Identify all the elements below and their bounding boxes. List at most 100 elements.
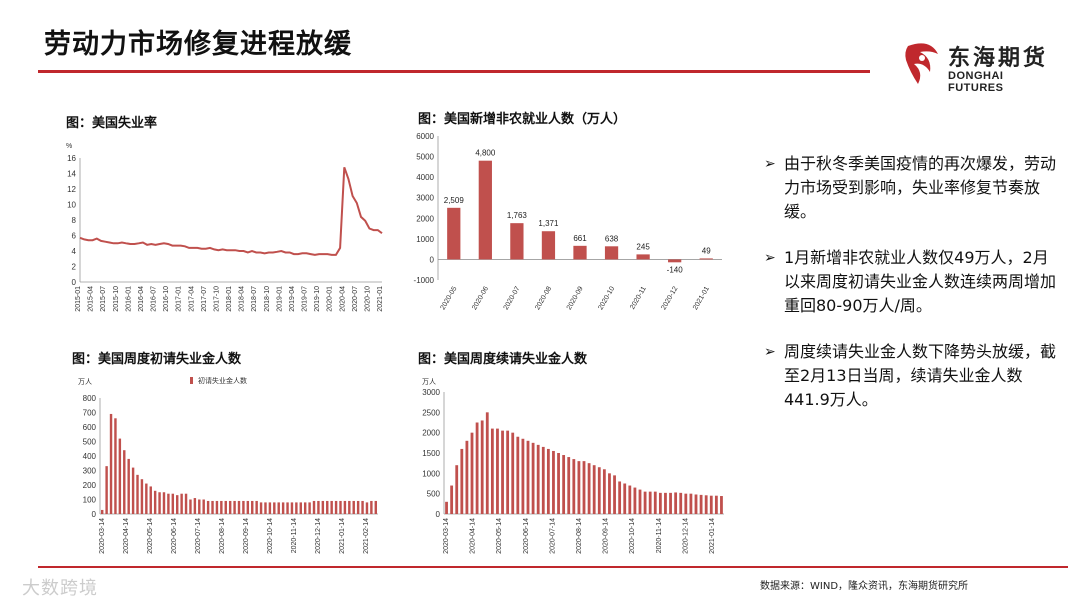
claims-bar xyxy=(450,485,454,514)
y-tick-label: 3000 xyxy=(422,388,440,397)
x-tick-label: 2020-09-14 xyxy=(243,518,250,554)
claims-bar xyxy=(184,493,188,514)
claims-bar xyxy=(361,500,364,514)
claims-bar xyxy=(628,485,632,514)
claims-bar xyxy=(592,465,596,514)
claims-bar xyxy=(633,487,637,514)
y-tick-label: 16 xyxy=(67,154,76,163)
claims-bar xyxy=(720,496,723,514)
claims-bar xyxy=(321,500,325,514)
claims-bar xyxy=(546,448,550,514)
claims-bar xyxy=(370,500,373,514)
data-label: -140 xyxy=(667,265,684,274)
y-tick-label: 1000 xyxy=(422,469,440,478)
claims-bar xyxy=(348,500,351,514)
claims-bar xyxy=(352,500,355,514)
y-tick-label: 500 xyxy=(427,490,441,499)
x-tick-label: 2019-04 xyxy=(289,286,296,312)
nonfarm-bar xyxy=(604,246,619,260)
title-rule xyxy=(38,70,870,73)
y-unit-label: 万人 xyxy=(78,378,92,386)
arrow-bullet-icon: ➢ xyxy=(764,156,776,172)
claims-bar xyxy=(189,499,192,514)
claims-bar xyxy=(299,502,302,514)
y-tick-label: 6 xyxy=(72,232,77,241)
continuing-claims-chart: 万人 0 500 1000 1500 2000 2500 3000 2020-03-14 2020… xyxy=(422,378,724,554)
x-tick-label: 2020-11-14 xyxy=(656,518,663,553)
claims-bar xyxy=(684,493,688,514)
claims-bar xyxy=(704,495,708,514)
claims-bar xyxy=(286,502,289,514)
x-tick-label: 2018-04 xyxy=(239,286,246,312)
claims-bar xyxy=(140,479,144,514)
nonfarm-bar xyxy=(447,207,461,260)
y-tick-label: -1000 xyxy=(414,276,435,285)
y-tick-label: 8 xyxy=(72,216,77,225)
claims-bar xyxy=(597,467,601,514)
x-tick-label: 2020-09 xyxy=(566,285,585,311)
claims-bar xyxy=(582,461,586,514)
claims-bar xyxy=(679,492,683,514)
y-tick-label: 1000 xyxy=(416,235,434,244)
bullet-list: ➢ 由于秋冬季美国疫情的再次爆发，劳动力市场受到影响，失业率修复节奏放缓。 ➢ 1月… xyxy=(764,152,1064,434)
claims-bar xyxy=(123,450,126,514)
claims-bar xyxy=(206,500,210,514)
x-tick-label: 2020-09-14 xyxy=(603,518,610,554)
claims-bar xyxy=(176,495,179,514)
claims-bar xyxy=(224,500,227,514)
x-tick-label: 2021-02-14 xyxy=(363,518,370,554)
claims-bar xyxy=(365,502,369,514)
claims-bar xyxy=(613,475,616,514)
y-tick-label: 500 xyxy=(83,438,97,447)
claims-bar xyxy=(228,500,232,514)
claims-bar xyxy=(643,491,647,514)
claims-bar xyxy=(109,413,113,514)
claims-bar xyxy=(211,500,214,514)
nonfarm-bar xyxy=(541,231,556,260)
claims-bar xyxy=(277,502,280,514)
y-tick-label: 0 xyxy=(430,255,435,264)
claims-bar xyxy=(114,418,117,514)
claims-bar xyxy=(343,500,347,514)
claims-bar xyxy=(317,500,320,514)
chart-title-nonfarm: 图：美国新增非农就业人数（万人） xyxy=(418,112,627,127)
data-source: 数据来源：WIND，隆众资讯，东海期货研究所 xyxy=(760,581,969,592)
footer-rule xyxy=(38,566,1068,568)
logo-emblem-icon xyxy=(905,43,938,84)
claims-bar xyxy=(308,502,311,514)
y-tick-label: 4000 xyxy=(416,173,434,182)
claims-bar xyxy=(638,489,642,514)
claims-bar xyxy=(506,430,510,514)
bullet-item: ➢ 1月新增非农就业人数仅49万人，2月以来周度初请失业金人数连续两周增加重回80… xyxy=(764,246,1064,318)
x-tick-label: 2017-04 xyxy=(188,286,195,312)
claims-bar xyxy=(516,436,520,514)
claims-bar xyxy=(312,500,316,514)
nonfarm-bar xyxy=(510,223,524,260)
data-label: 1,763 xyxy=(507,211,528,220)
claims-bar xyxy=(136,474,139,514)
x-tick-label: 2020-11-14 xyxy=(291,518,298,553)
x-tick-label: 2019-07 xyxy=(302,286,309,312)
logo-en-text: DONGHAI FUTURES xyxy=(948,70,1004,94)
unemployment-chart: % 0 2 4 6 8 10 12 14 16 2015-01 2015-04 2015-07 2015-… xyxy=(66,143,384,312)
bullet-text: 由于秋冬季美国疫情的再次爆发，劳动力市场受到影响，失业率修复节奏放缓。 xyxy=(784,154,1057,221)
claims-bar xyxy=(694,494,698,514)
bullet-item: ➢ 由于秋冬季美国疫情的再次爆发，劳动力市场受到影响，失业率修复节奏放缓。 xyxy=(764,152,1064,224)
claims-bar xyxy=(220,500,223,514)
x-tick-label: 2020-04 xyxy=(339,286,346,312)
claims-bar xyxy=(334,500,338,514)
claims-bar xyxy=(445,501,448,514)
claims-bar xyxy=(572,459,576,514)
claims-bar xyxy=(251,500,254,514)
y-tick-label: 0 xyxy=(436,510,441,519)
y-tick-label: 2000 xyxy=(416,214,434,223)
data-label: 245 xyxy=(636,242,650,251)
x-tick-label: 2017-07 xyxy=(201,286,208,312)
x-tick-label: 2018-01 xyxy=(226,286,233,312)
x-tick-label: 2020-01 xyxy=(327,286,334,312)
y-tick-label: 6000 xyxy=(416,132,434,141)
x-tick-label: 2021-01-14 xyxy=(339,518,346,554)
claims-bar xyxy=(127,458,130,514)
x-tick-label: 2020-03-14 xyxy=(443,518,450,554)
y-tick-label: 4 xyxy=(72,247,77,256)
